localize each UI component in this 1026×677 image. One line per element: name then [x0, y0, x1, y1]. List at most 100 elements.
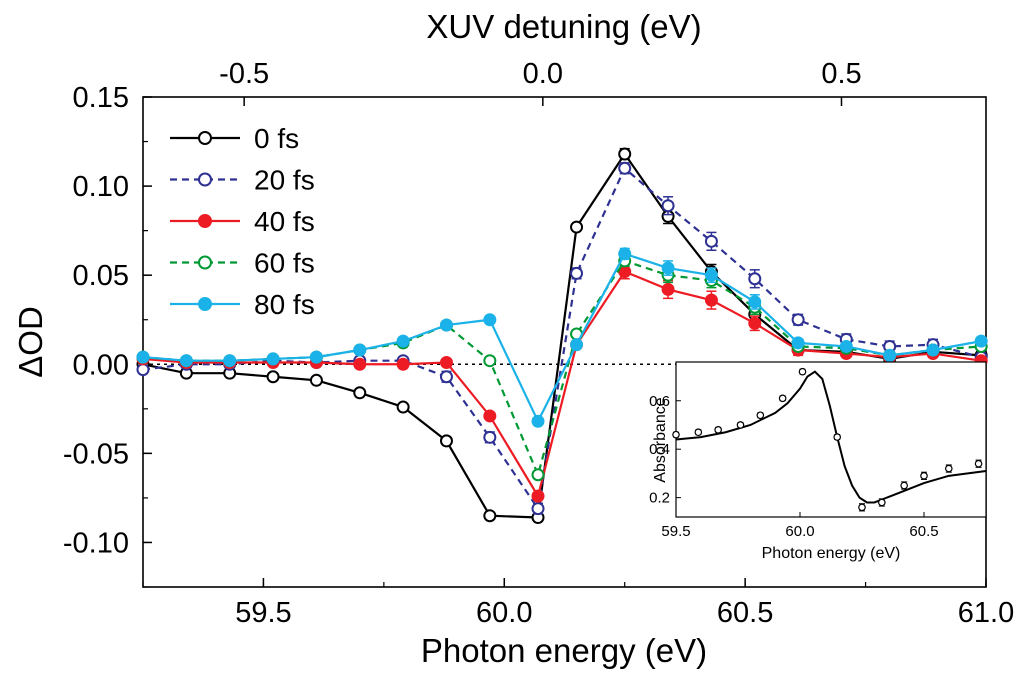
series-line — [142, 270, 982, 499]
inset-data-point — [878, 498, 886, 507]
data-point — [396, 334, 410, 348]
legend: 0 fs 20 fs 40 fs 60 fs 80 fs — [170, 123, 315, 320]
inset-data-point — [798, 367, 807, 376]
data-point — [179, 354, 193, 368]
data-point — [266, 370, 280, 384]
x-tick-label: 60.0 — [476, 597, 532, 629]
y-tick-label: 0.10 — [73, 171, 129, 203]
main-plot: 59.5 60.0 60.5 61.0 0.15 0.10 0.05 0.00 -0.05 -0.… — [12, 8, 1014, 669]
inset-data-point — [694, 428, 703, 437]
data-point — [483, 354, 497, 368]
data-point — [661, 261, 675, 275]
data-point — [883, 348, 897, 362]
data-point — [353, 386, 367, 400]
data-point — [439, 355, 453, 369]
y-tick-label: -0.05 — [63, 438, 129, 470]
inset-y-tick-label: 0.2 — [649, 490, 670, 507]
series-line — [142, 152, 982, 519]
data-point — [223, 354, 237, 368]
inset-fit-curve — [675, 370, 987, 504]
inset-x-axis-title: Photon energy (eV) — [762, 545, 901, 562]
data-point — [353, 343, 367, 357]
y-tick-label: -0.10 — [63, 527, 129, 559]
data-point — [748, 272, 762, 286]
ticks-layer: 59.5 60.0 60.5 61.0 0.15 0.10 0.05 0.00 -0.05 -0.… — [63, 58, 1014, 629]
inset-data-point — [974, 459, 983, 468]
data-point — [618, 161, 632, 175]
inset-data-point — [756, 411, 765, 420]
legend-marker — [198, 131, 212, 145]
inset-data-point — [672, 430, 680, 439]
data-point — [570, 338, 584, 352]
x-axis-title: Photon energy (eV) — [421, 632, 707, 669]
data-point — [136, 363, 150, 377]
series-line — [142, 252, 982, 424]
data-point — [570, 220, 584, 234]
top-tick-label: 0.5 — [821, 58, 861, 90]
data-point — [839, 339, 853, 353]
inset-x-tick-label: 60.0 — [785, 523, 814, 540]
inset-data-point — [736, 421, 745, 429]
data-point — [136, 350, 150, 364]
inset-x-tick-label: 59.5 — [661, 523, 690, 540]
inset-data-point — [900, 481, 908, 490]
data-point — [748, 295, 762, 309]
data-point — [570, 266, 584, 280]
data-point — [531, 414, 545, 428]
data-point — [661, 282, 675, 296]
inset-y-tick-label: 0.6 — [649, 393, 670, 410]
data-point — [439, 318, 453, 332]
inset-layer: 59.5 60.0 60.5 0.6 0.4 0.2 — [649, 367, 987, 540]
series-80-fs — [136, 247, 988, 428]
data-point — [396, 400, 410, 414]
legend-label: 80 fs — [254, 289, 315, 320]
data-point — [704, 293, 718, 307]
x-tick-label: 59.5 — [235, 597, 291, 629]
data-point — [531, 489, 545, 503]
legend-marker — [198, 172, 212, 187]
data-point — [396, 357, 410, 371]
legend-marker — [198, 255, 212, 270]
y-axis-title: ΔOD — [12, 306, 49, 378]
data-point — [439, 434, 453, 448]
data-point — [266, 352, 280, 366]
inset-data-point — [778, 394, 787, 403]
inset-data-point — [858, 503, 866, 512]
inset-y-tick-label: 0.4 — [649, 441, 670, 458]
inset-data-point — [944, 464, 953, 473]
series-line — [142, 166, 982, 512]
data-point — [439, 370, 453, 384]
legend-label: 60 fs — [254, 248, 315, 279]
x-tick-label: 61.0 — [958, 597, 1014, 629]
series-layer — [136, 147, 988, 525]
data-point — [974, 334, 988, 348]
data-point — [353, 357, 367, 371]
data-point — [791, 336, 805, 350]
top-tick-label: 0.0 — [523, 58, 563, 90]
data-point — [483, 313, 497, 327]
data-point — [618, 147, 632, 161]
data-point — [618, 247, 632, 261]
data-point — [309, 373, 323, 387]
data-point — [661, 199, 675, 213]
data-point — [483, 430, 497, 444]
y-tick-label: 0.15 — [73, 82, 129, 114]
data-point — [704, 268, 718, 282]
data-point — [748, 316, 762, 330]
legend-marker — [198, 214, 212, 228]
data-point — [483, 409, 497, 423]
inset-data-point — [833, 433, 842, 441]
data-point — [926, 343, 940, 357]
legend-label: 40 fs — [254, 206, 315, 237]
y-tick-label: 0.05 — [73, 260, 129, 292]
top-axis-title: XUV detuning (eV) — [426, 8, 701, 45]
data-point — [531, 502, 545, 516]
data-point — [531, 468, 545, 482]
data-point — [791, 313, 805, 327]
data-point — [704, 234, 718, 248]
inset-x-tick-label: 60.5 — [909, 523, 938, 540]
inset-plot: 59.5 60.0 60.5 0.6 0.4 0.2 Photon energy (eV)… — [649, 361, 987, 562]
legend-label: 0 fs — [254, 123, 299, 154]
inset-data-point — [714, 426, 722, 434]
